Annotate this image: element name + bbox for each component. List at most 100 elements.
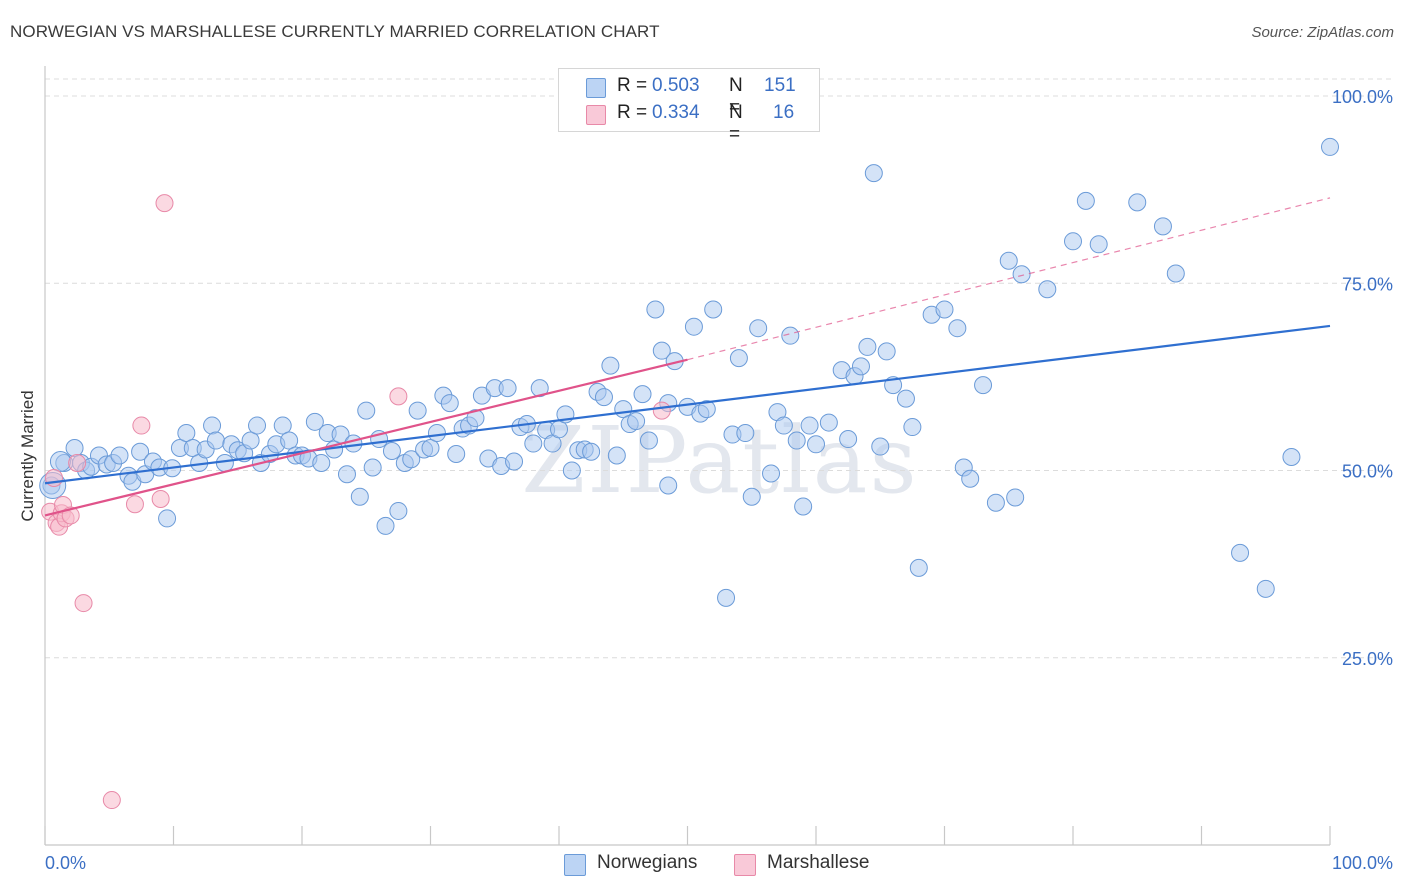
x-tick-label-end: 100.0% (1332, 853, 1393, 873)
marshallese-point (652, 401, 671, 420)
norwegians-point (344, 434, 363, 453)
norwegians-point (562, 461, 581, 480)
norwegians-point (871, 437, 890, 456)
norwegians-point (717, 588, 736, 607)
marshallese-point (151, 489, 170, 508)
norwegians-point (614, 400, 633, 419)
marshallese-point (389, 387, 408, 406)
norwegians-point (248, 416, 267, 435)
n-value: 151 (764, 75, 796, 96)
norwegians-point (909, 558, 928, 577)
norwegians-point (986, 493, 1005, 512)
marshallese-point (155, 194, 174, 213)
norwegians-point (408, 401, 427, 420)
norwegians-point (241, 431, 260, 450)
norwegians-point (337, 465, 356, 484)
marshallese-point (132, 416, 151, 435)
norwegians-point (948, 319, 967, 338)
norwegians-point (466, 409, 485, 428)
n-label: N = (729, 75, 743, 118)
norwegians-point (1282, 448, 1301, 467)
norwegians-point (684, 317, 703, 336)
norwegians-point (440, 394, 459, 413)
norwegians-trend-line (44, 324, 1331, 485)
norwegians-point (389, 501, 408, 520)
norwegians-point (1256, 579, 1275, 598)
norwegians-point (427, 424, 446, 443)
r-value: 0.334 (652, 102, 700, 123)
norwegians-point (851, 357, 870, 376)
norwegians-point (652, 341, 671, 360)
marshallese-legend-label: Marshallese (767, 852, 870, 873)
norwegians-point (582, 442, 601, 461)
norwegians-point (800, 416, 819, 435)
source-credit: Source: ZipAtlas.com (1251, 24, 1394, 41)
norwegians-point (498, 379, 517, 398)
norwegians-point (1012, 265, 1031, 284)
norwegians-point (1038, 280, 1057, 299)
norwegians-point (177, 424, 196, 443)
norwegians-point (1321, 137, 1339, 156)
marshallese-point (102, 791, 121, 810)
marshallese-point (74, 594, 93, 613)
norwegians-point (1006, 488, 1025, 507)
norwegians-point (729, 349, 748, 368)
norwegians-point (903, 418, 922, 437)
norwegians-point (1166, 264, 1185, 283)
norwegians-point (524, 434, 543, 453)
norwegians-point (363, 458, 382, 477)
marshallese-legend-swatch (734, 854, 756, 876)
marshallese-point (125, 495, 144, 514)
norwegians-point (627, 412, 646, 431)
norwegians-point (607, 446, 626, 465)
norwegians-point (633, 385, 652, 404)
norwegians-point (421, 439, 440, 458)
norwegians-swatch (586, 78, 606, 98)
norwegians-point (305, 412, 324, 431)
watermark: ZIPatlas (521, 407, 918, 514)
norwegians-point (864, 164, 883, 183)
norwegians-point (787, 431, 806, 450)
marshallese-point (68, 454, 87, 473)
norwegians-point (819, 413, 838, 432)
x-tick-label-start: 0.0% (45, 853, 86, 873)
norwegians-point (896, 389, 915, 408)
norwegians-point-cluster (49, 451, 71, 473)
norwegians-point (961, 469, 980, 488)
norwegians-point (402, 450, 421, 469)
norwegians-point (203, 416, 222, 435)
norwegians-point (1064, 232, 1082, 251)
norwegians-point (858, 337, 877, 356)
norwegians-point (839, 430, 858, 449)
stats-legend: R = 0.503 N = 151 R = 0.334 N = 16 (558, 68, 820, 145)
marshallese-trend-extension (687, 197, 1331, 361)
norwegians-point (749, 319, 768, 338)
norwegians-point (697, 400, 716, 419)
norwegians-point (807, 435, 825, 454)
norwegians-point (742, 487, 761, 506)
norwegians-point (550, 420, 568, 439)
norwegians-point (1089, 235, 1108, 254)
norwegians-point (65, 439, 84, 458)
norwegians-point (350, 487, 369, 506)
norwegians-point (704, 300, 723, 319)
norwegians-point (935, 300, 954, 319)
marshallese-trend-line (44, 358, 688, 517)
norwegians-point (376, 516, 395, 535)
norwegians-point (1128, 193, 1147, 212)
norwegians-point (357, 401, 376, 420)
norwegians-point (447, 445, 466, 464)
norwegians-point (762, 464, 781, 483)
norwegians-point (594, 388, 613, 407)
norwegians-point (505, 452, 524, 471)
r-label: R = (617, 75, 648, 96)
chart-title: NORWEGIAN VS MARSHALLESE CURRENTLY MARRI… (10, 22, 660, 41)
norwegians-point (206, 431, 225, 450)
norwegians-point (639, 431, 658, 450)
norwegians-point (601, 356, 620, 375)
n-label: N = (729, 102, 743, 145)
norwegians-point (1153, 217, 1172, 236)
norwegians-point (794, 497, 813, 516)
norwegians-point (280, 431, 299, 450)
